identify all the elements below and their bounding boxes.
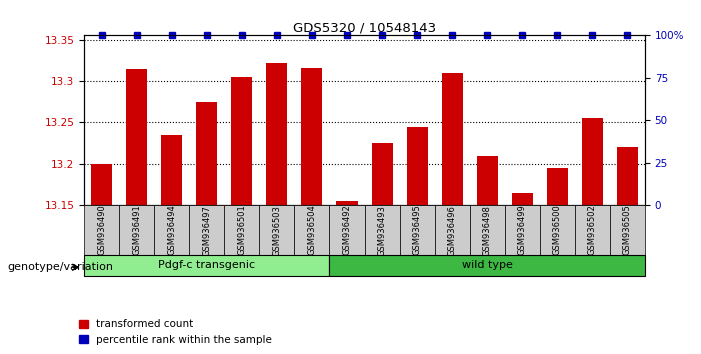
Bar [575,205,610,255]
Bar [84,205,119,255]
Text: GSM936499: GSM936499 [518,205,526,256]
Text: Pdgf-c transgenic: Pdgf-c transgenic [158,261,255,270]
Bar [582,118,603,205]
Bar [231,77,252,205]
Bar [161,135,182,205]
Bar [84,255,329,276]
Bar [617,147,638,205]
Text: GSM936494: GSM936494 [168,205,176,256]
Text: GSM936493: GSM936493 [378,205,386,256]
Bar [512,193,533,205]
Bar [435,205,470,255]
Text: GSM936495: GSM936495 [413,205,421,256]
Bar [372,143,393,205]
Text: GSM936500: GSM936500 [553,205,562,256]
Text: GSM936505: GSM936505 [623,205,632,256]
Bar [126,69,147,205]
Bar [329,255,645,276]
Bar [365,205,400,255]
Text: GSM936492: GSM936492 [343,205,351,256]
Bar [505,205,540,255]
Bar [610,205,645,255]
Bar [477,156,498,205]
Text: GSM936504: GSM936504 [308,205,316,256]
Text: genotype/variation: genotype/variation [7,262,113,272]
Text: GSM936502: GSM936502 [588,205,597,256]
Bar [91,164,112,205]
Bar [196,102,217,205]
Bar [329,205,365,255]
Bar [224,205,259,255]
Bar [400,205,435,255]
Bar [259,205,294,255]
Bar [540,205,575,255]
Bar [189,205,224,255]
Title: GDS5320 / 10548143: GDS5320 / 10548143 [293,21,436,34]
Bar [294,205,329,255]
Bar [154,205,189,255]
Bar [119,205,154,255]
Text: GSM936498: GSM936498 [483,205,491,256]
Text: GSM936496: GSM936496 [448,205,456,256]
Bar [407,127,428,205]
Bar [301,68,322,205]
Legend: transformed count, percentile rank within the sample: transformed count, percentile rank withi… [75,315,276,349]
Bar [266,63,287,205]
Bar [442,73,463,205]
Bar [470,205,505,255]
Text: GSM936491: GSM936491 [132,205,141,256]
Text: GSM936490: GSM936490 [97,205,106,256]
Text: GSM936497: GSM936497 [203,205,211,256]
Text: GSM936501: GSM936501 [238,205,246,256]
Text: wild type: wild type [462,261,512,270]
Bar [336,201,358,205]
Bar [547,168,568,205]
Text: GSM936503: GSM936503 [273,205,281,256]
